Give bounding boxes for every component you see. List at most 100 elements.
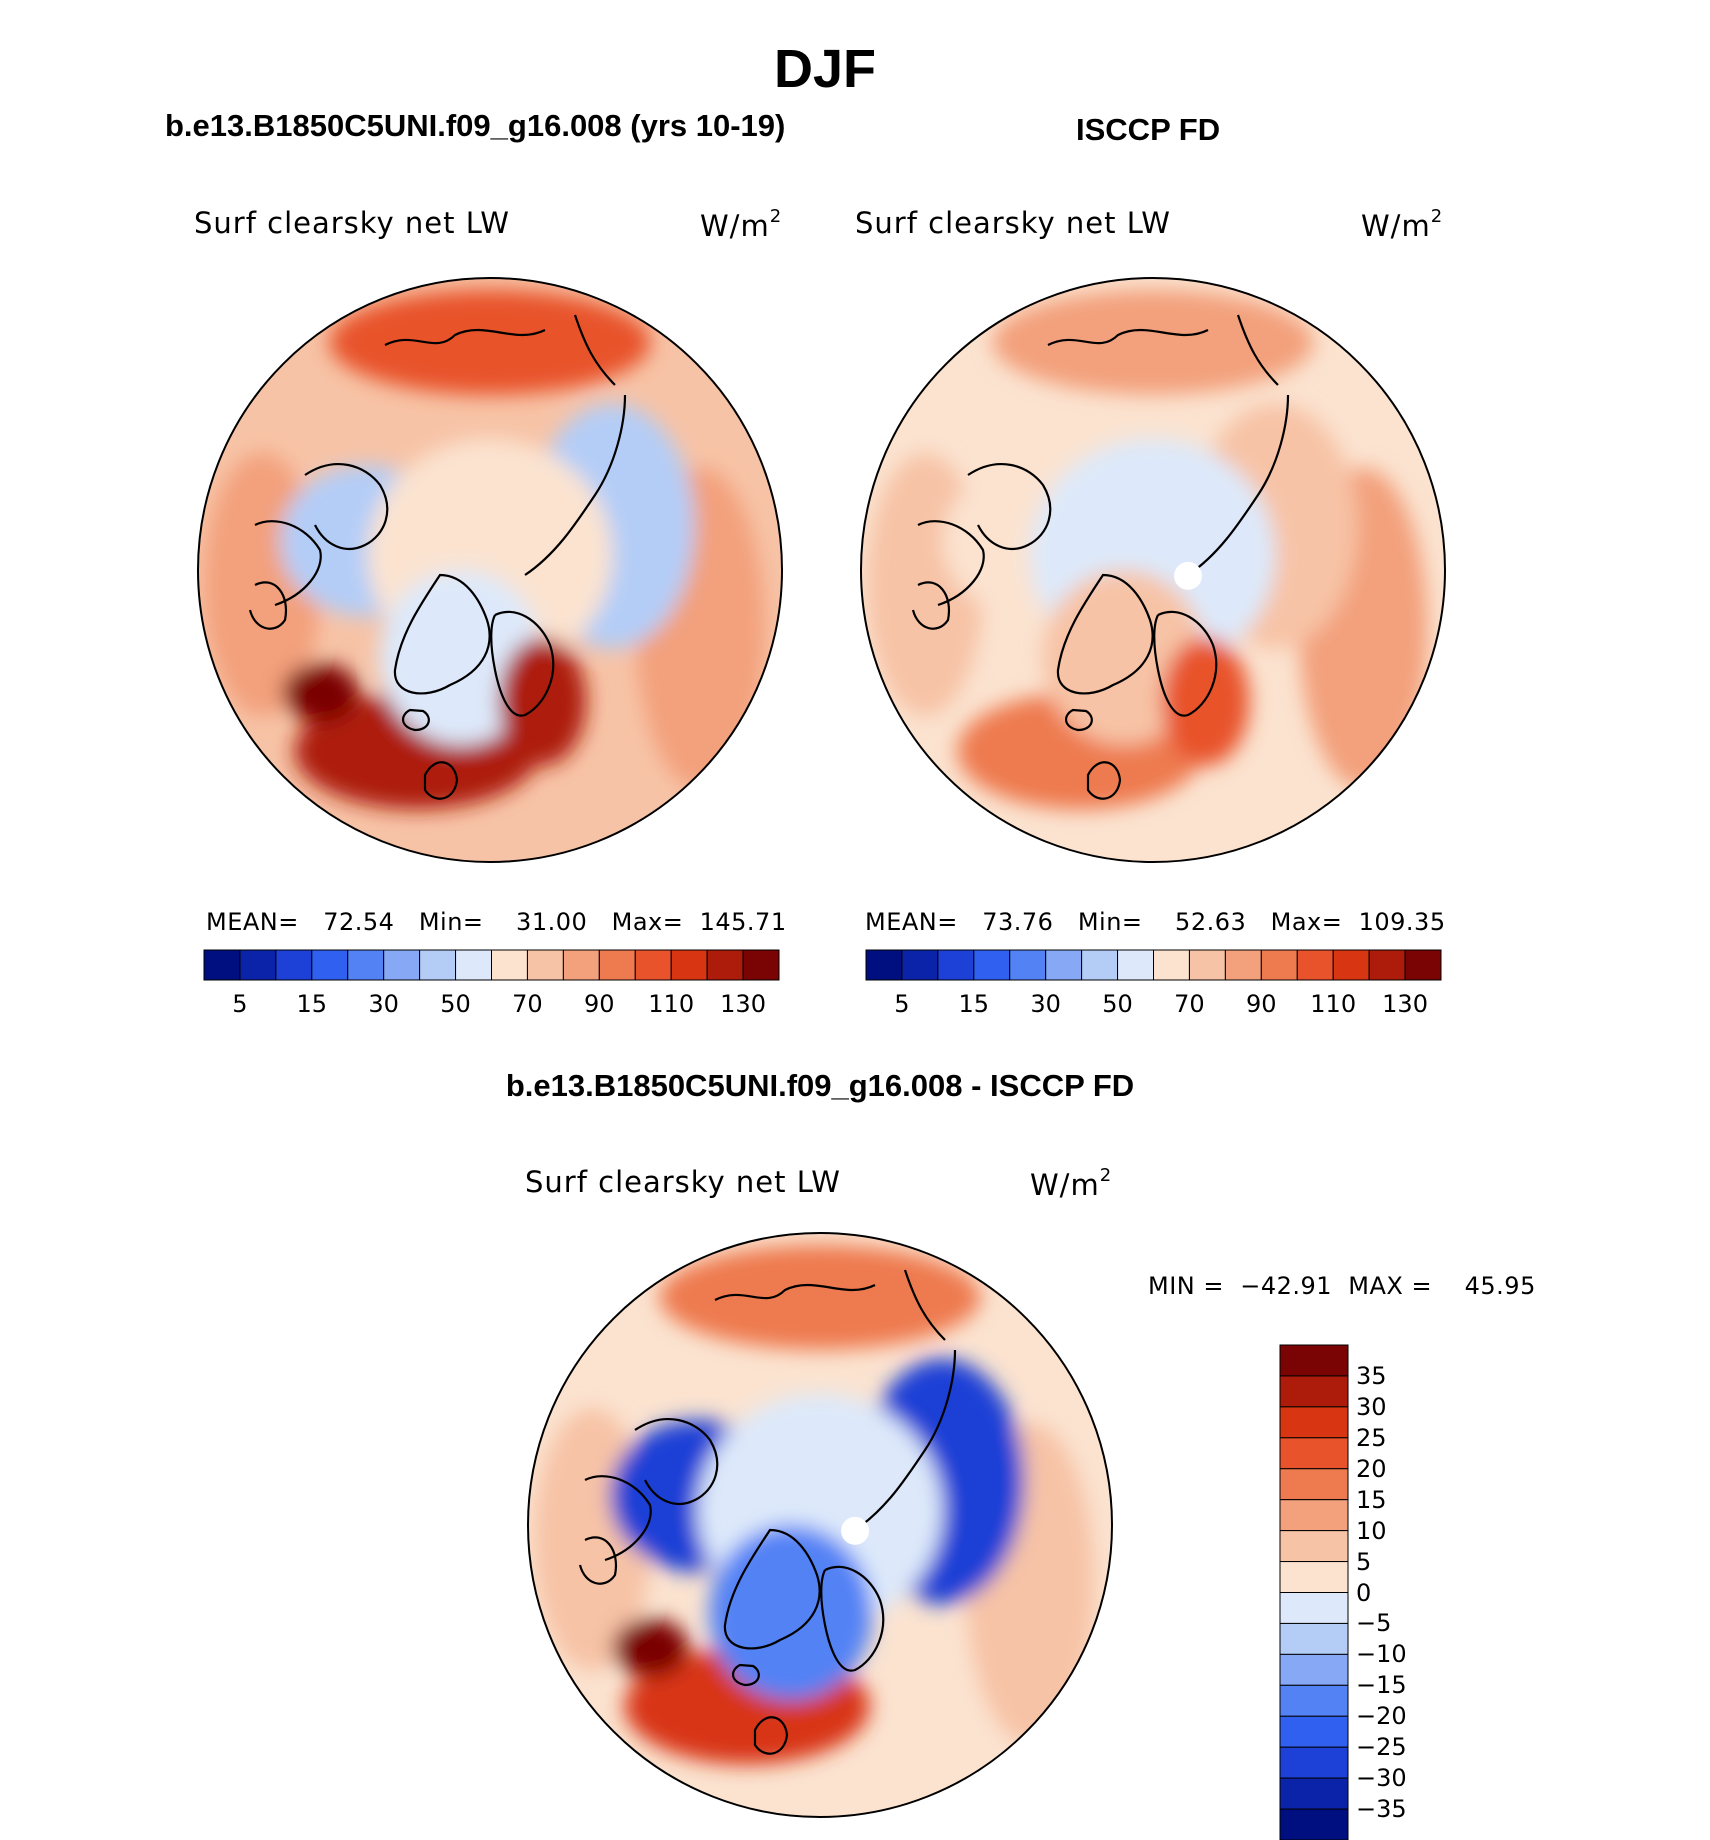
- coastline: [393, 573, 491, 695]
- figure-title: DJF: [773, 39, 876, 99]
- colorbar-swatch: [598, 949, 636, 981]
- colorbar-swatch: [1279, 1499, 1349, 1532]
- colorbar-tick-label: 5: [1356, 1547, 1372, 1576]
- colorbar-swatch: [1279, 1530, 1349, 1563]
- colorbar-tick-label: 15: [958, 990, 990, 1018]
- colorbar-tick-label: 0: [1356, 1578, 1372, 1607]
- colorbar-tick-label: 15: [1356, 1485, 1387, 1514]
- colorbar-swatch: [1279, 1653, 1349, 1686]
- missing-data-pole: [841, 1516, 870, 1545]
- panel-1-colorbar-ticks: 5 15 30 50 70 90 110 130: [204, 990, 779, 1020]
- colorbar-swatch: [670, 949, 708, 981]
- colorbar-swatch: [1279, 1406, 1349, 1439]
- coastline: [584, 1475, 652, 1562]
- colorbar-swatch: [1279, 1746, 1349, 1779]
- colorbar-swatch: [1332, 949, 1370, 981]
- map-region-southeast-greenland-coast: [612, 1618, 689, 1677]
- colorbar-tick-label: −5: [1356, 1609, 1392, 1638]
- colorbar-tick-label: 30: [1356, 1392, 1387, 1421]
- colorbar-tick-label: 30: [368, 990, 399, 1018]
- colorbar-tick-label: −15: [1356, 1671, 1407, 1700]
- colorbar-tick-label: 50: [440, 990, 471, 1018]
- colorbar-tick-label: 35: [1356, 1361, 1387, 1390]
- colorbar-tick-label: 70: [1174, 990, 1205, 1018]
- coastline: [1187, 394, 1290, 576]
- coastline: [1047, 328, 1209, 346]
- colorbar-swatch: [1045, 949, 1083, 981]
- coastline: [248, 581, 288, 630]
- map-region-greenland: [709, 1525, 873, 1701]
- colorbar-tick-label: −25: [1356, 1733, 1407, 1762]
- panel-1-title: b.e13.B1850C5UNI.f09_g16.008 (yrs 10-19): [165, 108, 786, 143]
- coastline: [820, 1565, 885, 1672]
- colorbar-swatch: [526, 949, 564, 981]
- colorbar-swatch: [1279, 1808, 1349, 1840]
- colorbar-tick-label: 15: [296, 990, 328, 1018]
- colorbar-tick-label: 30: [1030, 990, 1061, 1018]
- colorbar-swatch: [865, 949, 903, 981]
- colorbar-swatch: [1081, 949, 1119, 981]
- colorbar-swatch: [1279, 1344, 1349, 1377]
- colorbar-tick-label: 50: [1102, 990, 1133, 1018]
- colorbar-tick-label: −10: [1356, 1640, 1407, 1669]
- colorbar-swatch: [311, 949, 349, 981]
- colorbar-swatch: [937, 949, 975, 981]
- panel-2-polar-map: [860, 277, 1446, 863]
- colorbar-tick-label: −30: [1356, 1764, 1407, 1793]
- colorbar-swatch: [1153, 949, 1190, 981]
- colorbar-tick-label: 90: [1246, 990, 1277, 1018]
- panel-1-stats: MEAN= 72.54 Min= 31.00 Max= 145.71: [206, 908, 787, 936]
- colorbar-swatch: [1279, 1622, 1349, 1655]
- colorbar-tick-label: 25: [1356, 1423, 1387, 1452]
- coastline: [423, 761, 459, 800]
- coastline: [714, 1283, 876, 1301]
- map-boundary: [527, 1232, 1113, 1818]
- panel-2-colorbar-ticks: 5 15 30 50 70 90 110 130: [866, 990, 1441, 1020]
- map-region-nordic-seas: [1161, 637, 1250, 766]
- coastline: [903, 1269, 946, 1341]
- colorbar-swatch: [1279, 1375, 1349, 1408]
- panel-1-colorbar: [203, 949, 780, 981]
- panel-2-title: ISCCP FD: [1076, 112, 1221, 147]
- coastline: [854, 1349, 957, 1531]
- panel-3-title: b.e13.B1850C5UNI.f09_g16.008 - ISCCP FD: [505, 1068, 1135, 1103]
- colorbar-swatch: [383, 949, 421, 981]
- panel-3-polar-map: [527, 1232, 1113, 1818]
- colorbar-tick-label: −20: [1356, 1702, 1407, 1731]
- coastline: [753, 1716, 789, 1755]
- colorbar-swatch: [1279, 1684, 1349, 1717]
- colorbar-swatch: [1404, 949, 1442, 981]
- panel-3-colorbar-ticks: 35 30 25 20 15 10 5 0 −5 −10 −15 −20 −25 −30 −35: [1356, 1345, 1436, 1840]
- colorbar-swatch: [347, 949, 385, 981]
- colorbar-tick-label: 130: [720, 990, 766, 1018]
- map-region-north-pacific: [329, 289, 651, 395]
- colorbar-swatch: [562, 949, 600, 981]
- panel-2-stats: MEAN= 73.76 Min= 52.63 Max= 109.35: [865, 908, 1446, 936]
- colorbar-swatch: [455, 949, 492, 981]
- colorbar-swatch: [1188, 949, 1226, 981]
- colorbar-swatch: [1009, 949, 1047, 981]
- panel-3-variable-label: Surf clearsky net LW: [525, 1165, 841, 1199]
- map-boundary: [197, 277, 783, 863]
- coastline: [254, 520, 322, 607]
- colorbar-swatch: [1224, 949, 1262, 981]
- colorbar-swatch: [1279, 1437, 1349, 1470]
- coastline: [911, 581, 951, 630]
- panel-3-colorbar: [1279, 1344, 1349, 1840]
- colorbar-tick-label: 130: [1382, 990, 1428, 1018]
- map-region-north-pacific: [992, 289, 1314, 395]
- panel-3-stats: MIN = −42.91 MAX = 45.95: [1148, 1272, 1536, 1300]
- coastline: [524, 394, 627, 576]
- coastline: [1065, 708, 1093, 732]
- colorbar-swatch: [634, 949, 672, 981]
- panel-1-variable-label: Surf clearsky net LW: [194, 206, 510, 240]
- colorbar-swatch: [1279, 1715, 1349, 1748]
- colorbar-swatch: [1296, 949, 1334, 981]
- colorbar-swatch: [1117, 949, 1154, 981]
- coastline: [304, 463, 389, 550]
- colorbar-tick-label: 5: [232, 990, 248, 1018]
- colorbar-tick-label: 10: [1356, 1516, 1387, 1545]
- colorbar-swatch: [491, 949, 528, 981]
- colorbar-swatch: [973, 949, 1011, 981]
- colorbar-tick-label: 20: [1356, 1454, 1387, 1483]
